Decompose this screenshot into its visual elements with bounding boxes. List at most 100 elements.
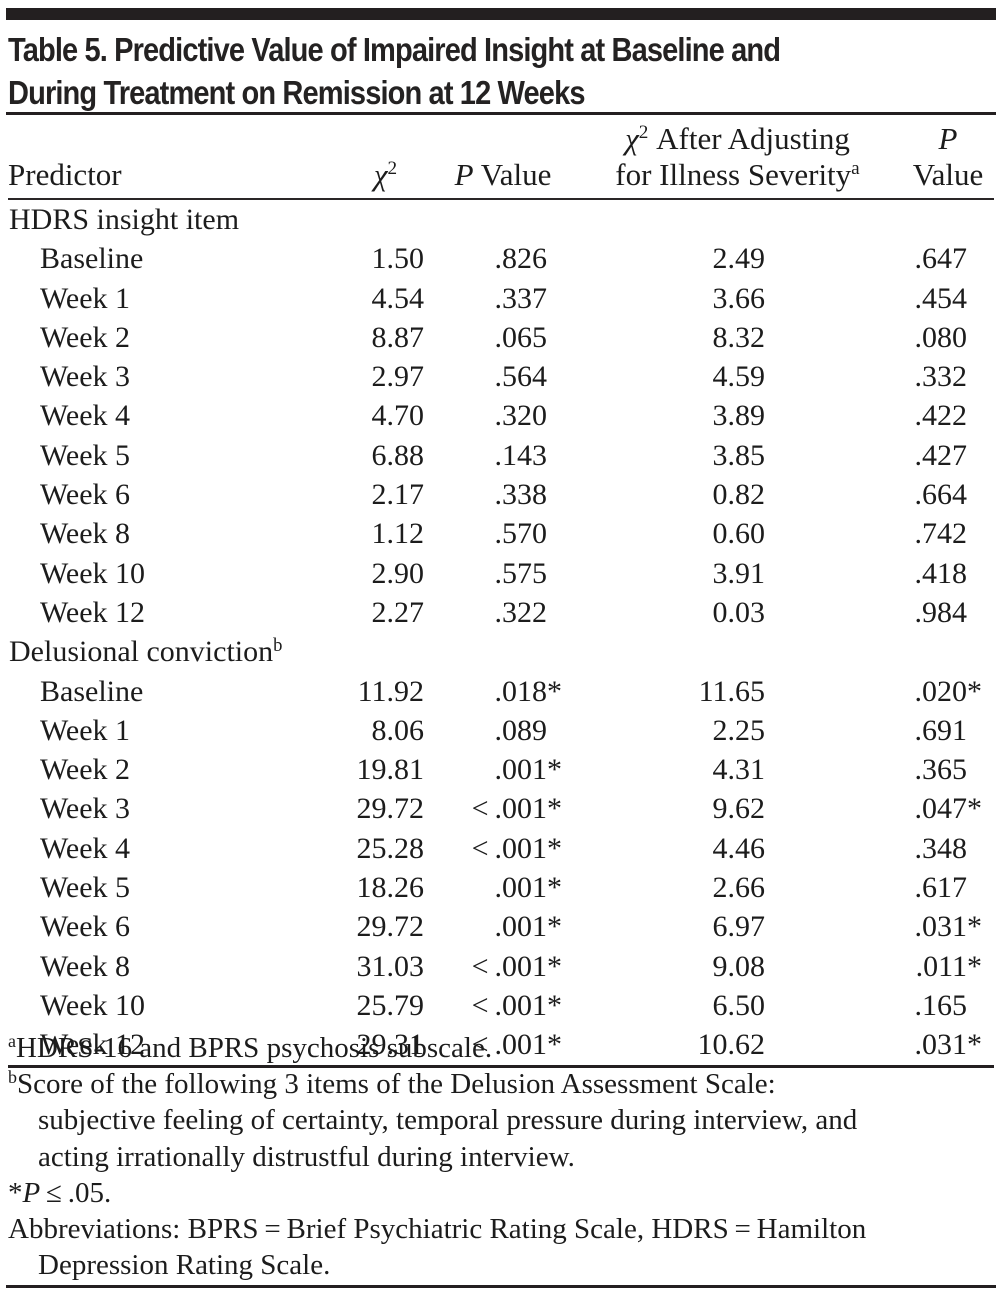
table-title-line1: Table 5. Predictive Value of Impaired In…	[8, 31, 781, 68]
cell-predictor: Week 3	[40, 792, 131, 826]
cell-adjusted-p-value: .647	[914, 242, 968, 276]
cell-chi2: 6.88	[371, 438, 425, 472]
table-row: Week 5 6.88 .143 3.85 .427	[8, 436, 994, 475]
table-row: Week 5 18.26.001* 2.66 .617	[8, 868, 994, 907]
cell-predictor: Week 5	[40, 871, 131, 905]
title-separator-rule	[6, 112, 996, 115]
footnote-marker: b	[273, 635, 283, 657]
footnote-line: bScore of the following 3 items of the D…	[8, 1067, 776, 1101]
table-row: Baseline 1.50 .826 2.49 .647	[8, 239, 994, 278]
cell-adjusted-chi2: 0.60	[712, 517, 766, 551]
footnote-line: Abbreviations: BPRS = Brief Psychiatric …	[8, 1213, 867, 1246]
cell-predictor: Week 8	[40, 949, 131, 983]
table-body: HDRS insight item Baseline 1.50 .826 2.49 .64…	[8, 199, 994, 1068]
cell-adjusted-chi2: 6.50	[712, 988, 766, 1022]
cell-predictor: Week 1	[40, 281, 131, 315]
cell-adjusted-chi2: 9.62	[712, 792, 766, 826]
cell-adjusted-chi2: 2.66	[712, 871, 766, 905]
cell-p-value: < .001*	[433, 829, 573, 868]
cell-adjusted-p-value: .031*	[902, 1025, 994, 1068]
cell-p-value: .322	[494, 595, 548, 629]
cell-adjusted-p-value: .742	[914, 517, 968, 551]
table-row: Week 8 31.03 < .001* 9.08 .011*	[8, 947, 994, 986]
cell-adjusted-chi2: 8.32	[712, 320, 766, 354]
cell-chi2: 29.72	[356, 910, 425, 944]
significance-asterisk: *	[967, 910, 982, 944]
cell-adjusted-p-value: .165	[914, 988, 968, 1022]
bottom-rule	[6, 1285, 996, 1288]
cell-chi2: 2.90	[371, 556, 425, 590]
col-header-predictor: Predictor	[8, 115, 338, 200]
table-row: Week 2 8.87 .065 8.32 .080	[8, 318, 994, 357]
significance-asterisk: *	[547, 753, 562, 787]
cell-adjusted-p-value: .080	[914, 320, 968, 354]
cell-predictor: Week 8	[40, 517, 131, 551]
cell-adjusted-p-value: .332	[914, 360, 968, 394]
cell-adjusted-p-value: .011*	[902, 947, 994, 986]
cell-p-value: .001*	[433, 907, 573, 946]
cell-adjusted-chi2: 9.08	[712, 949, 766, 983]
cell-chi2: 19.81	[356, 753, 425, 787]
adjusted-p-header-line2: Value	[912, 157, 984, 192]
cell-adjusted-p-value: .031*	[902, 907, 994, 946]
cell-chi2: 18.26	[356, 871, 425, 905]
cell-adjusted-p-value: .047*	[902, 789, 994, 828]
col-header-chi2: χ2	[338, 115, 433, 200]
table-header: Predictor χ2 P Value χ2 After Adjusting …	[8, 115, 994, 200]
cell-adjusted-chi2: 4.31	[712, 753, 766, 787]
significance-asterisk: *	[547, 1028, 562, 1062]
cell-adjusted-chi2: 0.82	[712, 478, 766, 512]
footnote-line: aHDRS-16 and BPRS psychosis subscale.	[8, 1031, 493, 1064]
cell-chi2: 29.72	[356, 792, 425, 826]
cell-adjusted-chi2: 6.97	[712, 910, 766, 944]
cell-adjusted-chi2: 2.25	[712, 713, 766, 747]
cell-p-value: .570	[494, 517, 548, 551]
cell-adjusted-p-value: .427	[914, 438, 968, 472]
cell-adjusted-p-value: .418	[914, 556, 968, 590]
cell-chi2: 25.28	[356, 831, 425, 865]
table-row: Week 10 25.79 < .001* 6.50 .165	[8, 986, 994, 1025]
significance-asterisk: *	[967, 949, 982, 983]
table-title: Table 5. Predictive Value of Impaired In…	[8, 28, 885, 114]
cell-p-value: .089	[494, 713, 548, 747]
cell-predictor: Week 6	[40, 478, 131, 512]
significance-asterisk: *	[967, 674, 982, 708]
cell-chi2: 31.03	[356, 949, 425, 983]
cell-adjusted-p-value: .348	[914, 831, 968, 865]
cell-predictor: Week 4	[40, 399, 131, 433]
cell-predictor: Week 5	[40, 438, 131, 472]
footnotes: aHDRS-16 and BPRS psychosis subscale. bSc…	[8, 1030, 994, 1283]
cell-chi2: 1.50	[371, 242, 425, 276]
cell-adjusted-chi2: 3.66	[712, 281, 766, 315]
significance-asterisk: *	[547, 831, 562, 865]
cell-adjusted-p-value: .020*	[902, 672, 994, 711]
cell-predictor: Week 2	[40, 320, 131, 354]
footnote-line: *P ≤ .05.	[8, 1176, 112, 1209]
table-row: Week 2 19.81.001* 4.31 .365	[8, 750, 994, 789]
header-row: Predictor χ2 P Value χ2 After Adjusting …	[8, 115, 994, 200]
section-label: Delusional convictionb	[9, 635, 283, 669]
table-row: Week 6 2.17 .338 0.82 .664	[8, 475, 994, 514]
cell-p-value: .575	[494, 556, 548, 590]
footnote-marker: a	[851, 158, 860, 180]
table-row: Week 6 29.72.001* 6.97 .031*	[8, 907, 994, 946]
cell-adjusted-chi2: 4.59	[712, 360, 766, 394]
adjusted-header-rest: After Adjusting	[648, 121, 850, 156]
chi-glyph: χ	[373, 157, 388, 192]
italic-p: P	[454, 157, 474, 192]
cell-adjusted-chi2: 0.03	[712, 595, 766, 629]
significance-asterisk: *	[967, 792, 982, 826]
cell-predictor: Week 10	[40, 556, 146, 590]
significance-asterisk: *	[547, 949, 562, 983]
cell-p-value: < .001*	[433, 947, 573, 986]
cell-adjusted-chi2: 11.65	[698, 674, 765, 708]
cell-p-value: < .001*	[433, 789, 573, 828]
cell-predictor: Week 12	[8, 1025, 338, 1068]
significance-asterisk: *	[547, 910, 562, 944]
cell-p-value: .018*	[433, 672, 573, 711]
cell-chi2: 4.70	[371, 399, 425, 433]
cell-chi2: 1.12	[371, 517, 425, 551]
p-value-header-rest: Value	[473, 157, 552, 192]
chi-glyph: χ	[625, 121, 639, 156]
cell-predictor: Week 6	[40, 910, 131, 944]
